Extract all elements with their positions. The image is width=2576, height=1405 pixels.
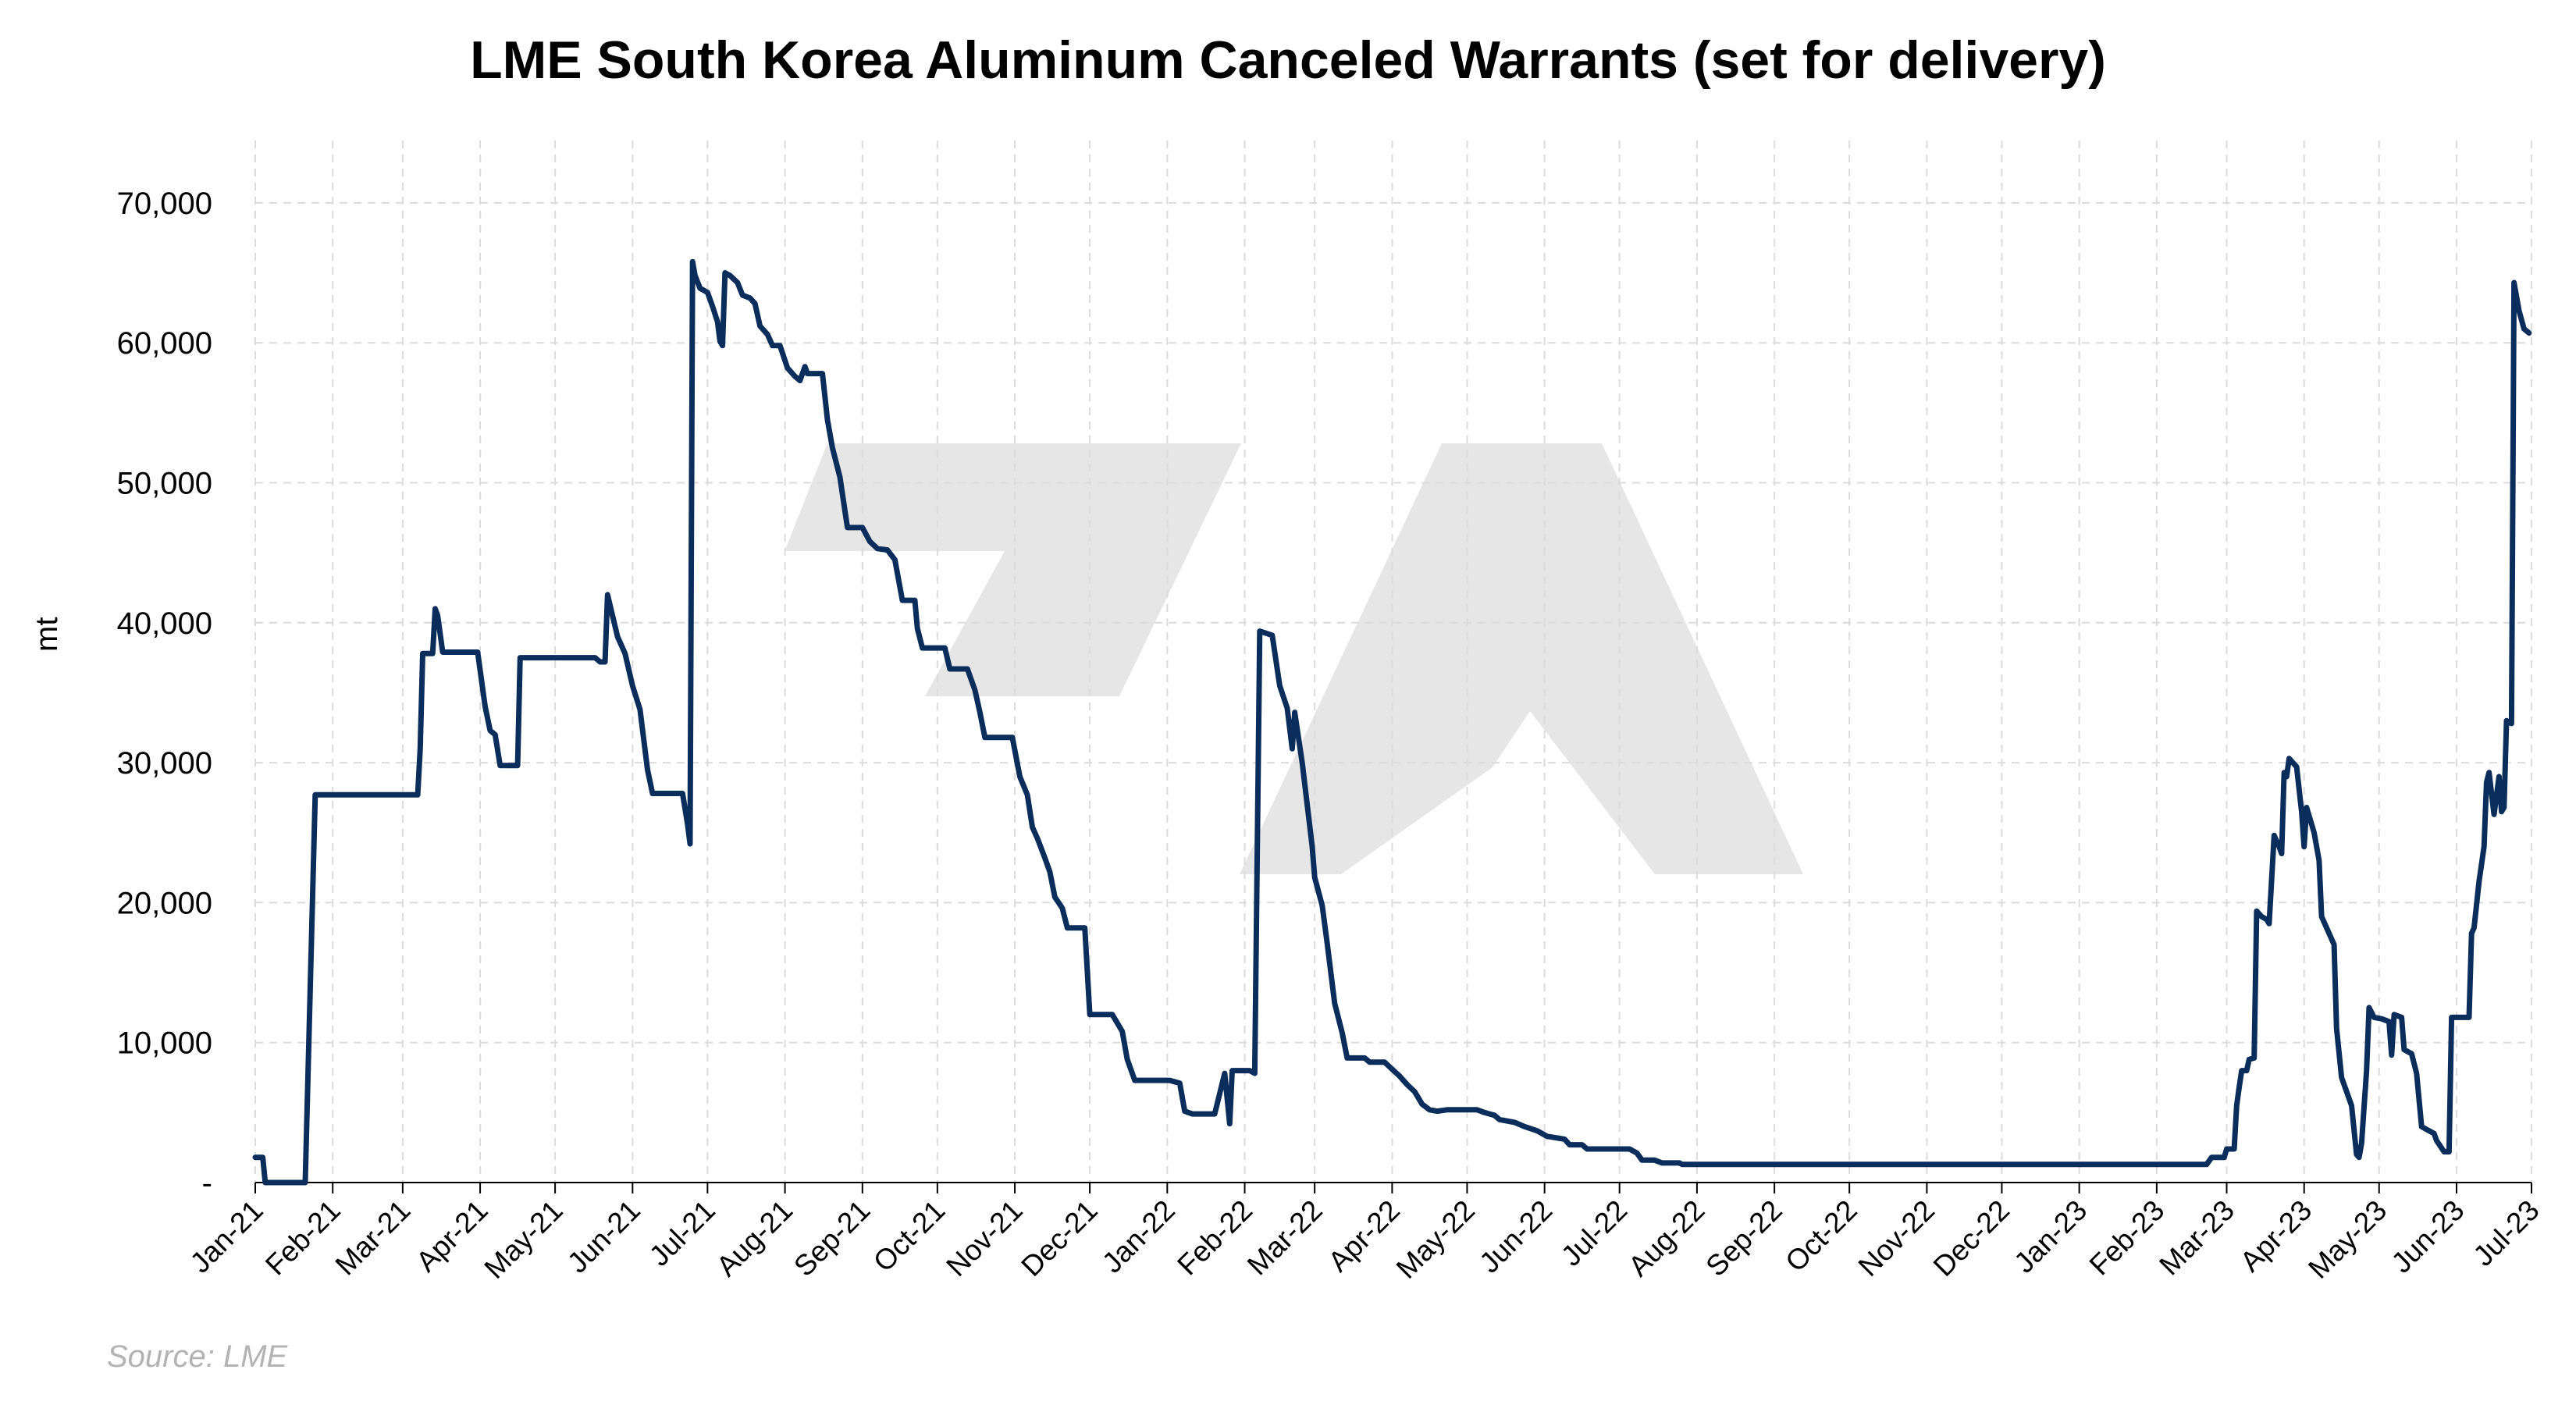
source-note: Source: LME [107,1339,288,1374]
x-tick-label: Oct-22 [1779,1194,1863,1279]
x-tick-label: Jun-23 [2386,1194,2471,1279]
x-tick-label: Sep-21 [788,1194,876,1282]
x-tick-label: Jan-21 [184,1194,269,1279]
y-tick-label: - [202,1166,212,1200]
x-tick-label: Jan-22 [1096,1194,1181,1279]
x-tick-label: May-23 [2302,1194,2393,1285]
x-tick-label: Aug-21 [710,1194,799,1282]
series-line [252,258,2532,1186]
x-tick-label: Sep-22 [1699,1194,1788,1282]
y-tick-label: 30,000 [117,746,212,781]
x-tick-label: Jun-21 [561,1194,646,1279]
y-tick-label: 60,000 [117,326,212,361]
x-tick-label: Aug-22 [1622,1194,1710,1282]
x-tick-label: Feb-22 [1171,1194,1258,1282]
x-tick-label: Feb-21 [259,1194,347,1282]
chart-title: LME South Korea Aluminum Canceled Warran… [470,30,2106,90]
x-tick-label: Feb-23 [2083,1194,2171,1282]
x-tick-label: Oct-21 [867,1194,952,1279]
x-tick-label: May-22 [1390,1194,1481,1285]
x-tick-label: Mar-21 [329,1194,417,1282]
x-tick-label: May-21 [479,1194,569,1285]
x-tick-label: Mar-23 [2153,1194,2240,1282]
x-tick-label: Nov-22 [1852,1194,1941,1282]
x-tick-label: Dec-22 [1927,1194,2016,1282]
x-tick-label: Dec-21 [1015,1194,1103,1282]
y-tick-label: 40,000 [117,606,212,641]
y-tick-label: 10,000 [117,1026,212,1061]
x-tick-label: Mar-22 [1241,1194,1329,1282]
x-tick-label: Jan-23 [2008,1194,2093,1279]
y-tick-label: 50,000 [117,467,212,501]
x-tick-label: Jul-21 [643,1194,721,1272]
x-tick-label: Nov-21 [940,1194,1028,1282]
x-tick-label: Jun-22 [1473,1194,1558,1279]
y-tick-label: 70,000 [117,187,212,221]
x-tick-label: Jul-22 [1555,1194,1633,1272]
y-tick-label: 20,000 [117,886,212,920]
x-tick-label: Jul-23 [2467,1194,2545,1272]
